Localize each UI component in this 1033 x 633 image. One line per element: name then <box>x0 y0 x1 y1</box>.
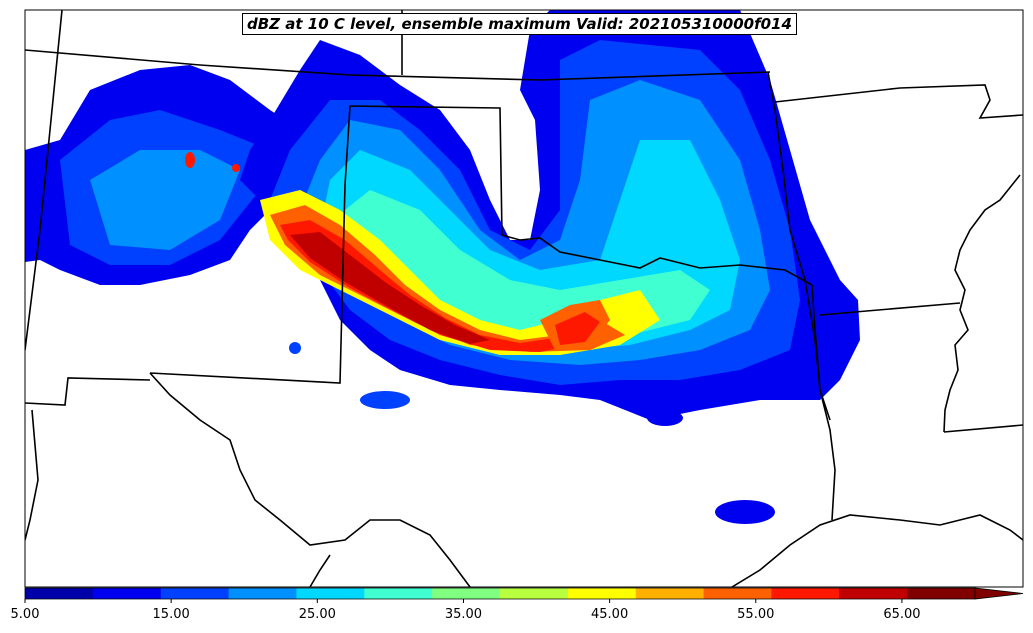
colorbar-segment <box>432 588 501 599</box>
isolated-cell-f <box>232 164 240 172</box>
reflectivity-field <box>25 10 860 524</box>
colorbar-tick-label: 25.00 <box>298 607 336 622</box>
isolated-cell-b <box>289 342 301 354</box>
isolated-cell-c <box>715 500 775 524</box>
boundary-co-ks-north <box>25 49 771 81</box>
colorbar-segment <box>907 588 976 599</box>
colorbar-segment <box>635 588 705 599</box>
reflectivity-band-red <box>280 220 575 352</box>
political-boundaries <box>25 10 1023 587</box>
reflectivity-band-orange <box>270 205 625 352</box>
isolated-cell-e <box>185 152 195 168</box>
boundary-tx-gulf <box>731 514 1023 587</box>
colorbar-tick-label: 15.00 <box>152 607 190 622</box>
colorbar-segment <box>25 588 94 599</box>
colorbar-segment <box>839 588 908 599</box>
boundary-tx-mexico <box>149 372 471 587</box>
reflectivity-west-light <box>90 150 240 250</box>
isolated-cell-a <box>360 391 410 409</box>
boundary-mexico-south <box>309 554 331 587</box>
boundary-nm-west <box>25 377 151 406</box>
colorbar-segment <box>160 588 230 599</box>
colorbar-segment <box>92 588 162 599</box>
colorbar-segment <box>228 588 297 599</box>
boundary-nm-tx <box>149 105 813 384</box>
boundary-nm-chihuahua <box>25 409 39 541</box>
boundary-la-ms <box>943 424 1023 433</box>
reflectivity-band-darkred <box>290 232 490 344</box>
map-frame <box>24 9 1024 588</box>
colorbar-extend-arrow <box>974 587 1024 600</box>
colorbar-segment <box>296 588 365 599</box>
colorbar-tick-label: 55.00 <box>737 607 775 622</box>
isolated-cell-d <box>647 410 683 426</box>
boundary-ar-ms-river <box>943 174 1021 433</box>
colorbar-outline <box>24 587 975 600</box>
colorbar-segment <box>567 588 637 599</box>
reflectivity-band-yellow <box>260 190 660 355</box>
colorbar-tick-label: 45.00 <box>591 607 629 622</box>
colorbar-tick-label: 5.00 <box>10 607 40 622</box>
colorbar-tick-label: 65.00 <box>883 607 921 622</box>
colorbar-tick-label: 35.00 <box>444 607 483 622</box>
colorbar <box>24 587 1024 603</box>
map-title: dBZ at 10 C level, ensemble maximum Vali… <box>242 13 797 35</box>
boundary-tx-la <box>811 284 836 521</box>
colorbar-segment <box>703 588 772 599</box>
colorbar-segment <box>771 588 840 599</box>
boundary-mo-ar <box>774 84 1023 119</box>
boundary-west-vertical <box>25 10 63 351</box>
colorbar-segment <box>364 588 433 599</box>
reflectivity-east-core-red <box>555 312 600 345</box>
colorbar-segment <box>500 588 569 599</box>
boundary-ar-la <box>819 302 961 316</box>
